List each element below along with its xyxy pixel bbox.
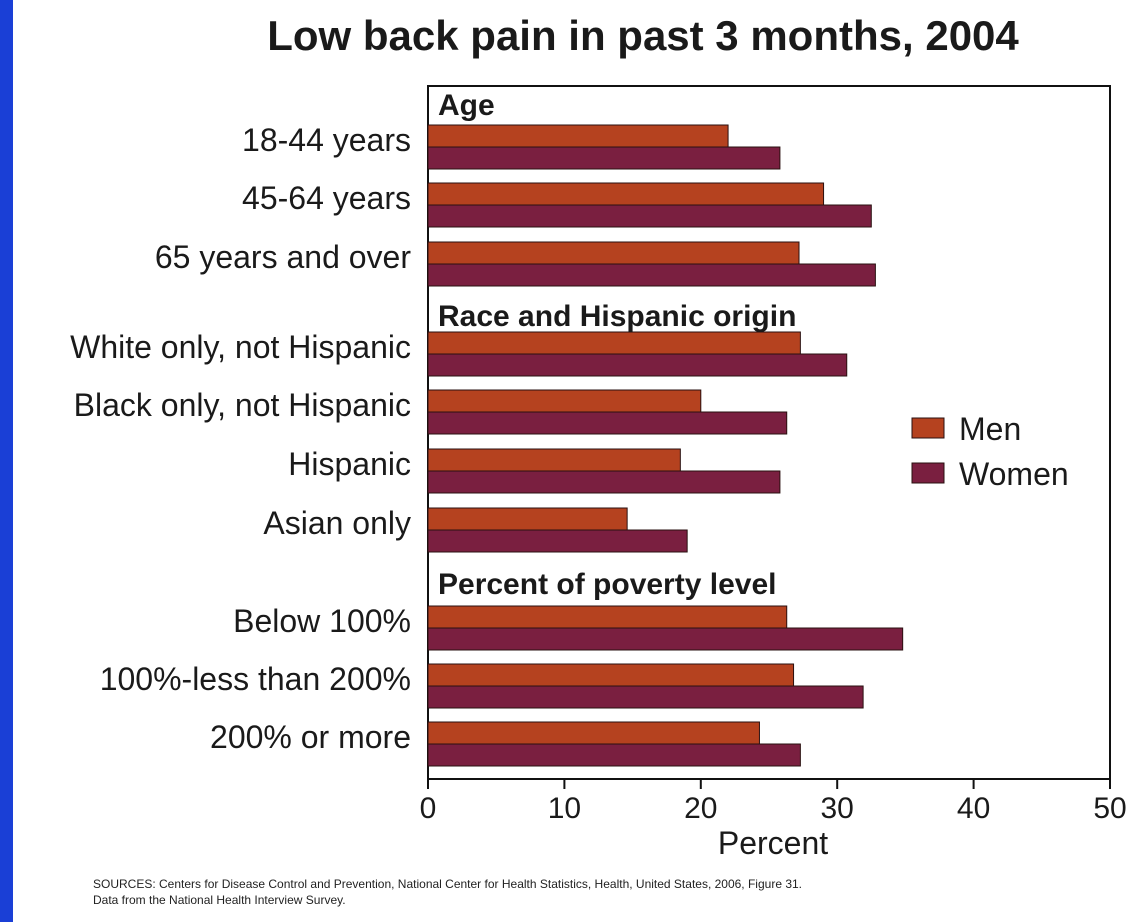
category-label: Black only, not Hispanic (74, 387, 411, 423)
category-label: 18-44 years (242, 122, 411, 158)
source-note: SOURCES: Centers for Disease Control and… (93, 876, 1143, 908)
bar-men-6 (427, 507, 628, 531)
x-tick-label: 10 (548, 792, 581, 825)
bar-women-7 (427, 627, 904, 651)
bar-women-0 (427, 146, 781, 170)
source-line-1: SOURCES: Centers for Disease Control and… (93, 877, 803, 891)
bar-men-7 (427, 605, 788, 629)
category-label: Hispanic (288, 446, 411, 482)
legend-label-men: Men (959, 411, 1021, 447)
bar-women-3 (427, 353, 848, 377)
category-label: 200% or more (210, 719, 411, 755)
bar-women-4 (427, 411, 788, 435)
bar-women-8 (427, 685, 864, 709)
bar-men-0 (427, 124, 729, 148)
bar-men-8 (427, 663, 795, 687)
category-label: White only, not Hispanic (70, 329, 411, 365)
group-label: Race and Hispanic origin (438, 300, 796, 333)
category-label: 65 years and over (155, 239, 412, 275)
bar-men-9 (427, 721, 760, 745)
x-axis-label: Percent (718, 825, 828, 861)
bar-men-4 (427, 389, 702, 413)
bar-women-1 (427, 204, 872, 228)
labels-layer: 18-44 years 45-64 years 65 years and over W… (70, 89, 796, 755)
group-label: Percent of poverty level (438, 568, 776, 601)
x-tick-label: 0 (420, 792, 437, 825)
bar-women-9 (427, 743, 801, 767)
bar-women-2 (427, 263, 876, 287)
bars-layer (427, 124, 904, 767)
slide: Low back pain in past 3 months, 2004 Per… (13, 0, 1148, 922)
x-tick-label: 30 (821, 792, 854, 825)
bar-men-2 (427, 241, 800, 265)
chart-title: Low back pain in past 3 months, 2004 (267, 12, 1019, 59)
x-tick-label: 20 (684, 792, 717, 825)
bar-women-6 (427, 529, 688, 553)
legend-swatch-men (911, 417, 945, 439)
bar-men-5 (427, 448, 681, 472)
bar-women-5 (427, 470, 781, 494)
legend-label-women: Women (959, 456, 1069, 492)
legend-swatch-women (911, 462, 945, 484)
category-label: Below 100% (233, 603, 411, 639)
x-tick-label: 40 (957, 792, 990, 825)
legend: Men Women (911, 411, 1069, 492)
bar-men-1 (427, 182, 825, 206)
category-label: Asian only (263, 505, 411, 541)
group-label: Age (438, 89, 495, 122)
source-line-2: Data from the National Health Interview … (93, 893, 346, 907)
category-label: 100%-less than 200% (100, 661, 411, 697)
ticks-layer: 0 10 20 30 40 50 (420, 779, 1127, 825)
category-label: 45-64 years (242, 180, 411, 216)
bar-men-3 (427, 331, 801, 355)
x-tick-label: 50 (1093, 792, 1126, 825)
chart: Low back pain in past 3 months, 2004 Per… (70, 12, 1127, 861)
